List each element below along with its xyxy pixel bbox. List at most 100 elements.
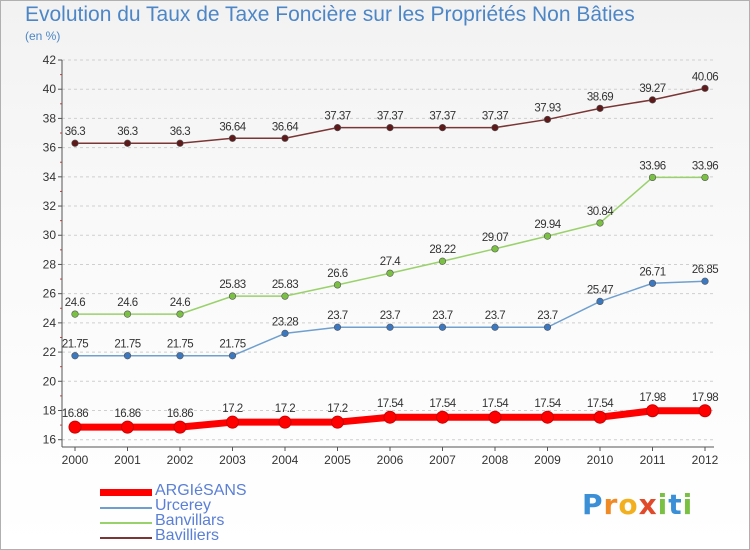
x-tick-label: 2009	[534, 453, 561, 467]
data-point	[543, 115, 552, 124]
data-point	[701, 84, 709, 92]
proxiti-logo: Proxiti	[582, 488, 693, 521]
data-point	[438, 257, 447, 265]
x-tick-label: 2010	[587, 453, 614, 467]
data-point	[228, 292, 237, 300]
data-point	[541, 410, 554, 424]
data-label: 38.69	[587, 91, 613, 103]
data-label: 27.4	[380, 256, 401, 268]
y-tick-label: 20	[43, 374, 57, 388]
data-label: 24.6	[65, 297, 85, 309]
data-label: 36.64	[219, 121, 246, 133]
data-label: 24.6	[117, 297, 137, 309]
data-point	[123, 310, 132, 318]
data-point	[71, 310, 79, 318]
data-label: 26.6	[327, 268, 347, 280]
data-point	[333, 323, 342, 331]
x-tick-label: 2008	[482, 453, 509, 467]
x-tick-label: 2004	[272, 453, 299, 467]
data-point	[698, 404, 712, 418]
x-tick-label: 2000	[62, 453, 89, 467]
data-point	[123, 352, 132, 360]
data-label: 37.93	[534, 102, 560, 114]
data-label: 37.37	[482, 111, 508, 123]
legend-swatch	[100, 522, 152, 524]
legend-label: Banvillars	[155, 512, 225, 529]
y-tick-label: 24	[43, 316, 57, 330]
data-point	[383, 410, 397, 424]
data-point	[121, 420, 134, 434]
data-label: 24.6	[170, 297, 190, 309]
x-tick-label: 2003	[219, 453, 246, 467]
data-point	[386, 269, 394, 277]
data-label: 17.2	[275, 403, 295, 415]
y-tick-label: 42	[43, 53, 57, 67]
data-label: 16.86	[167, 408, 193, 420]
chart-subtitle: (en %)	[25, 29, 61, 43]
y-tick-label: 22	[43, 345, 57, 359]
logo-letter: i	[682, 488, 694, 521]
data-label: 25.47	[587, 284, 613, 296]
data-point	[491, 124, 499, 132]
data-point	[593, 410, 607, 424]
legend-swatch	[100, 507, 152, 509]
data-point	[176, 310, 184, 318]
data-label: 36.3	[65, 126, 85, 138]
logo-letter: x	[638, 488, 658, 521]
data-point	[176, 352, 184, 360]
data-point	[491, 245, 499, 253]
data-point	[278, 415, 292, 429]
data-point	[488, 410, 502, 424]
data-label: 25.83	[219, 279, 245, 291]
data-point	[648, 173, 657, 182]
data-point	[543, 232, 552, 240]
y-tick-label: 26	[43, 287, 57, 301]
data-point	[281, 329, 289, 337]
data-point	[71, 139, 79, 147]
data-point	[596, 104, 604, 112]
data-label: 16.86	[114, 408, 140, 420]
data-point	[648, 279, 657, 287]
data-label: 23.7	[327, 310, 347, 322]
data-label: 25.83	[272, 279, 298, 291]
data-label: 17.98	[692, 392, 718, 404]
data-point	[596, 219, 604, 227]
y-tick-label: 36	[43, 141, 57, 155]
x-tick-label: 2011	[640, 453, 666, 467]
x-tick-label: 2001	[114, 453, 141, 467]
data-label: 37.37	[324, 111, 350, 123]
y-tick-label: 30	[43, 228, 57, 242]
data-point	[281, 292, 289, 300]
chart-title: Evolution du Taux de Taxe Foncière sur l…	[25, 3, 635, 26]
data-point	[123, 139, 132, 147]
y-tick-label: 32	[43, 199, 57, 213]
logo-letter: i	[657, 488, 669, 521]
y-tick-label: 16	[43, 433, 57, 447]
data-label: 21.75	[62, 339, 88, 351]
data-label: 17.2	[327, 403, 347, 415]
x-tick-label: 2012	[692, 453, 719, 467]
logo-letter: r	[603, 488, 619, 521]
data-label: 21.75	[219, 339, 245, 351]
data-label: 39.27	[639, 83, 665, 95]
data-label: 17.2	[222, 403, 242, 415]
data-label: 21.75	[167, 339, 193, 351]
data-point	[173, 420, 187, 434]
legend-label: ARGIéSANS	[155, 482, 247, 499]
data-label: 28.22	[429, 244, 455, 256]
data-label: 23.7	[432, 310, 452, 322]
y-tick-label: 34	[43, 170, 57, 184]
data-label: 33.96	[639, 160, 665, 172]
data-label: 16.86	[62, 408, 88, 420]
data-label: 23.28	[272, 316, 298, 328]
data-label: 33.96	[692, 160, 718, 172]
data-point	[176, 139, 184, 147]
data-label: 17.54	[587, 398, 614, 410]
data-label: 29.07	[482, 232, 508, 244]
data-label: 26.85	[692, 264, 718, 276]
x-tick-label: 2006	[377, 453, 404, 467]
data-label: 17.54	[429, 398, 456, 410]
data-point	[701, 277, 709, 285]
